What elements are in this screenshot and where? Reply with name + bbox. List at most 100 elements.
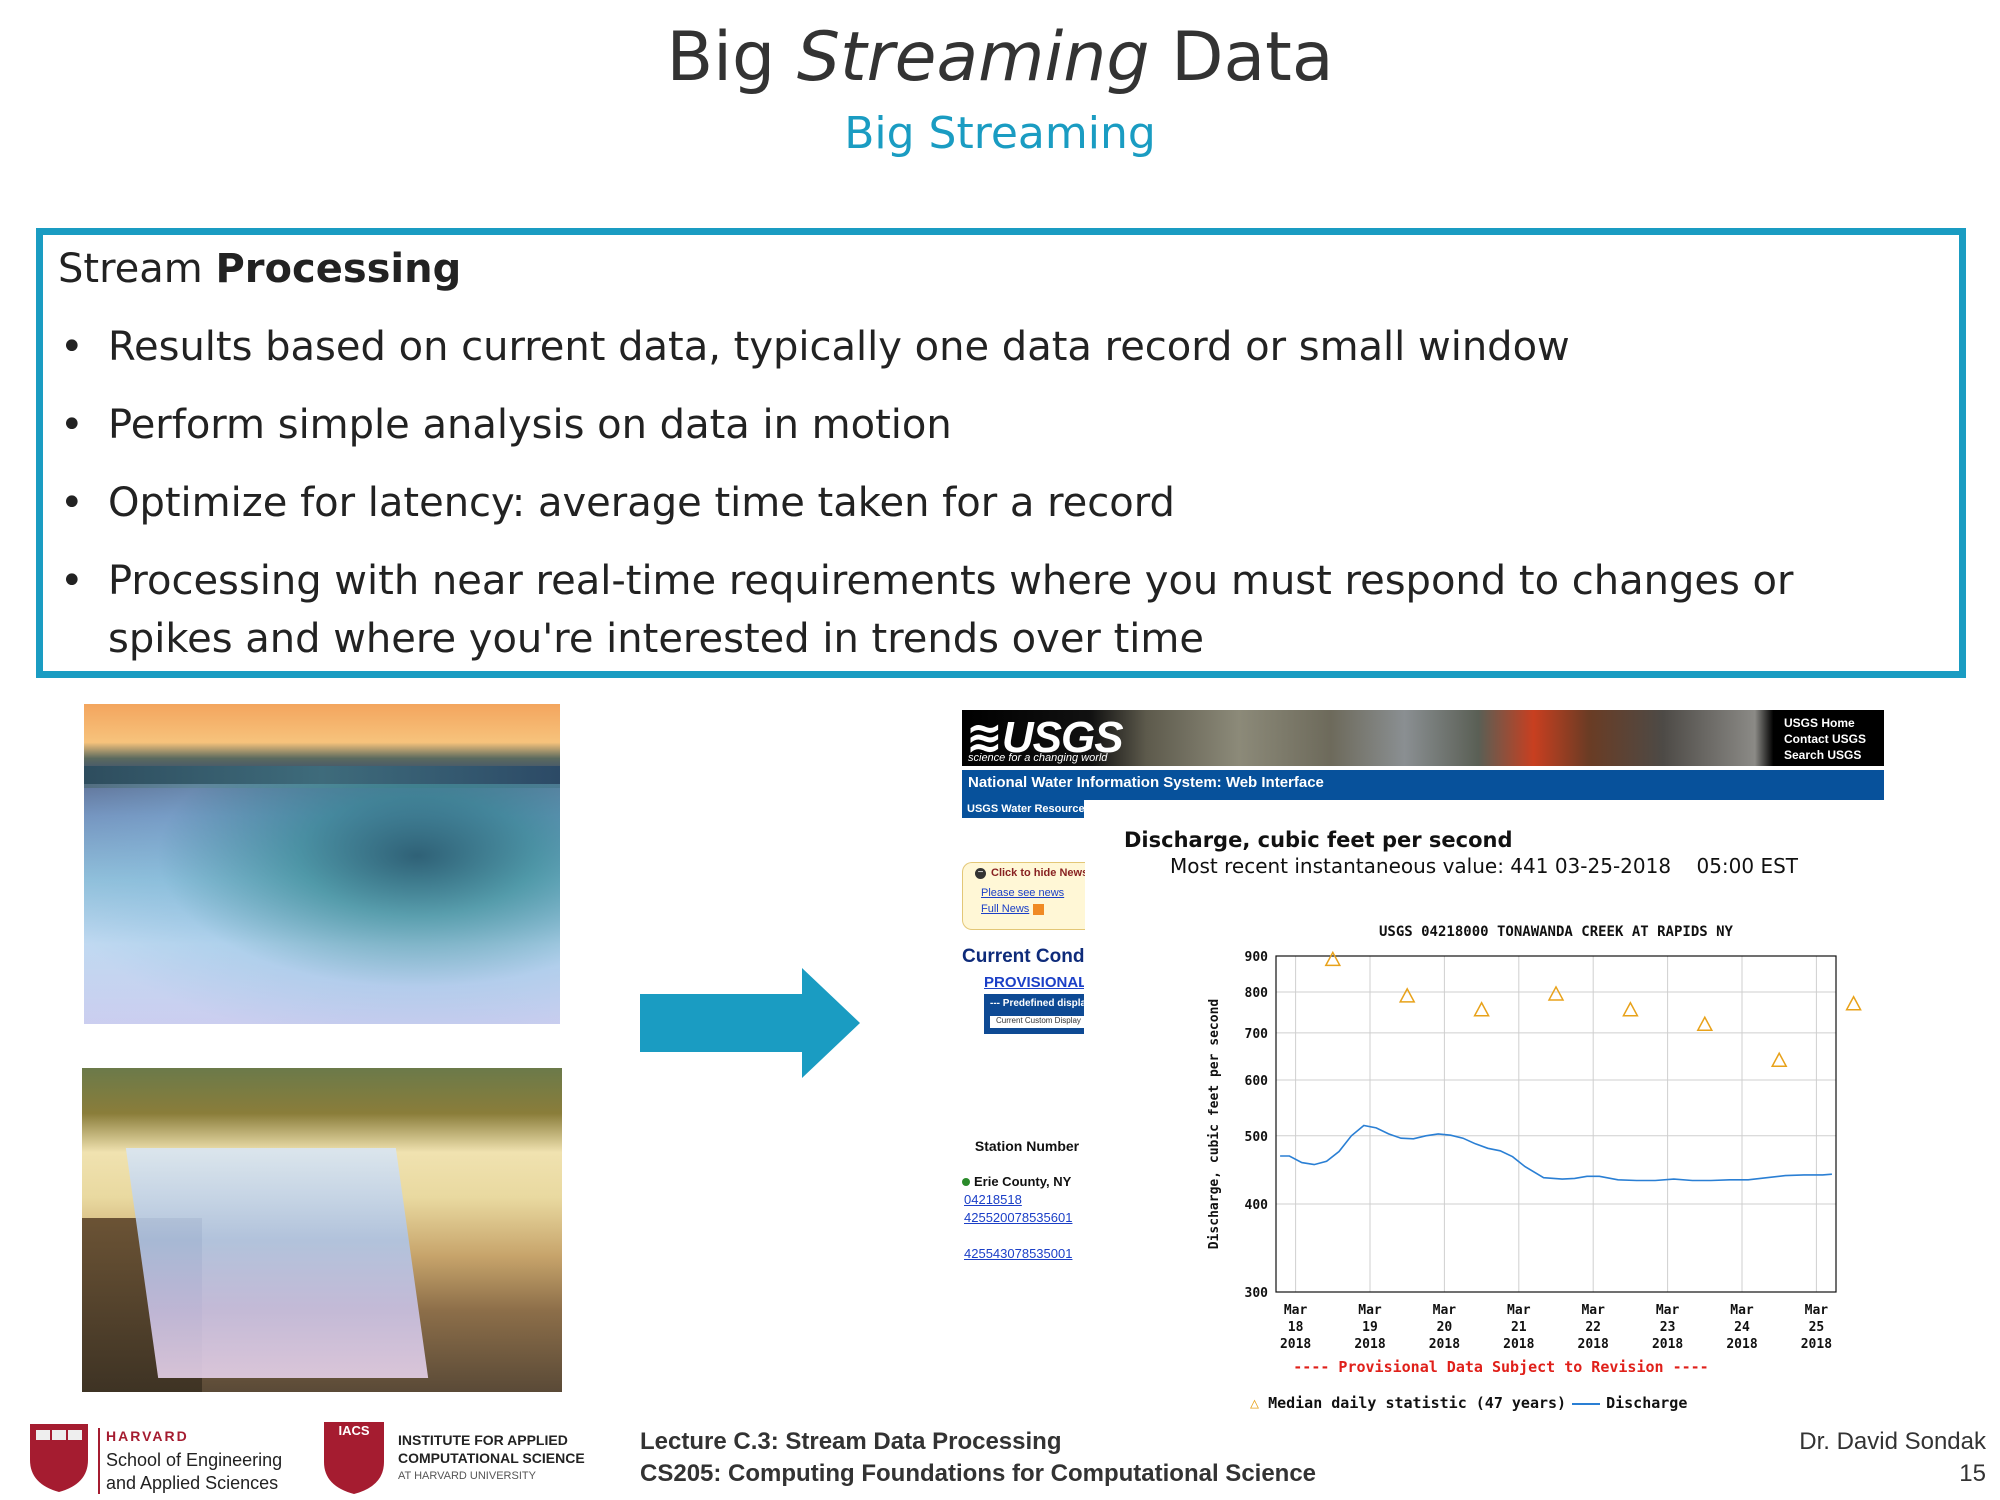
x-tick-label: 2018 bbox=[1354, 1337, 1385, 1352]
full-news-label: Full News bbox=[981, 903, 1030, 915]
x-tick-label: 2018 bbox=[1578, 1337, 1609, 1352]
x-tick-label: 25 bbox=[1809, 1320, 1825, 1335]
discharge-line bbox=[1280, 1124, 1832, 1182]
y-axis-label: Discharge, cubic feet per second bbox=[1207, 999, 1222, 1249]
bullet-dot: • bbox=[60, 402, 84, 448]
discharge-chart: USGS 04218000 TONAWANDA CREEK AT RAPIDS … bbox=[1207, 924, 1862, 1352]
title-part: Data bbox=[1149, 18, 1334, 97]
iacs-badge-text: IACS bbox=[338, 1423, 369, 1438]
title-italic-part: Streaming bbox=[796, 18, 1150, 97]
right-arrow-icon bbox=[640, 968, 860, 1078]
search-usgs-link[interactable]: Search USGS bbox=[1784, 748, 1862, 762]
news-link[interactable]: Please see news bbox=[981, 887, 1065, 899]
triangle-icon: △ bbox=[1250, 1394, 1260, 1412]
bullet-text: Optimize for latency: average time taken… bbox=[108, 480, 1175, 526]
y-tick-label: 600 bbox=[1245, 1074, 1269, 1089]
contact-usgs-link[interactable]: Contact USGS bbox=[1784, 732, 1867, 746]
x-tick-label: 2018 bbox=[1726, 1337, 1757, 1352]
usgs-logo[interactable]: ≋USGS bbox=[966, 713, 1124, 762]
line-icon bbox=[1572, 1402, 1601, 1405]
harvard-divider bbox=[98, 1428, 100, 1494]
y-tick-label: 900 bbox=[1245, 950, 1269, 965]
x-tick-label: 18 bbox=[1288, 1320, 1304, 1335]
slide-title: Big Streaming Data bbox=[0, 18, 2000, 97]
harvard-shield-logo bbox=[30, 1424, 88, 1492]
box-heading-bold: Processing bbox=[215, 246, 462, 292]
median-marker bbox=[1324, 950, 1342, 967]
median-marker bbox=[1473, 1001, 1490, 1017]
x-tick-label: 2018 bbox=[1280, 1337, 1311, 1352]
x-tick-label: Mar bbox=[1284, 1303, 1308, 1318]
x-tick-label: 21 bbox=[1511, 1320, 1527, 1335]
x-tick-label: Mar bbox=[1656, 1303, 1680, 1318]
usgs-home-link[interactable]: USGS Home bbox=[1784, 716, 1855, 730]
full-news-link[interactable]: Full News bbox=[981, 903, 1045, 915]
author-name: Dr. David Sondak bbox=[1799, 1428, 1986, 1455]
x-tick-label: 22 bbox=[1585, 1320, 1601, 1335]
x-tick-label: Mar bbox=[1358, 1303, 1382, 1318]
x-tick-label: 2018 bbox=[1429, 1337, 1460, 1352]
provisional-link[interactable]: PROVISIONAL bbox=[984, 974, 1084, 991]
bullet-text: Processing with near real-time requireme… bbox=[108, 558, 1794, 662]
slide-subtitle: Big Streaming bbox=[844, 108, 1156, 159]
iacs-line-3: AT HARVARD UNIVERSITY bbox=[398, 1470, 536, 1482]
median-marker bbox=[1696, 1015, 1714, 1031]
predefined-displays-select[interactable]: --- Predefined displays Current Custom D… bbox=[984, 994, 1084, 1034]
plot-frame bbox=[1275, 955, 1837, 1293]
median-marker bbox=[1547, 985, 1565, 1001]
green-dot-icon bbox=[962, 1178, 970, 1186]
bullet-item: • Optimize for latency: average time take… bbox=[60, 474, 1920, 532]
custom-display-option[interactable]: Current Custom Display bbox=[990, 1016, 1084, 1028]
county-text: Erie County, NY bbox=[974, 1174, 1072, 1189]
nwis-bar-divider bbox=[962, 796, 1884, 800]
recent-value: Most recent instantaneous value: 441 03-… bbox=[1170, 854, 1799, 878]
chart-heading: Discharge, cubic feet per second bbox=[1124, 828, 1513, 852]
station-link[interactable]: 425520078535601 bbox=[964, 1210, 1073, 1225]
lecture-title: Lecture C.3: Stream Data Processing bbox=[640, 1428, 1062, 1455]
content-box bbox=[36, 228, 1966, 678]
x-tick-label: Mar bbox=[1730, 1303, 1754, 1318]
hide-news-link[interactable]: Click to hide News bbox=[991, 867, 1085, 879]
chart-title: USGS 04218000 TONAWANDA CREEK AT RAPIDS … bbox=[1379, 924, 1734, 940]
x-tick-label: 2018 bbox=[1652, 1337, 1683, 1352]
usgs-tagline: science for a changing world bbox=[968, 752, 1108, 764]
y-tick-label: 800 bbox=[1245, 986, 1269, 1001]
usgs-header-banner bbox=[962, 710, 1884, 766]
box-heading: Stream Processing bbox=[58, 246, 461, 292]
station-link[interactable]: 04218518 bbox=[964, 1192, 1022, 1207]
page-number: 15 bbox=[1959, 1460, 1986, 1487]
seas-line-1: School of Engineering bbox=[106, 1450, 283, 1470]
seas-line-2: and Applied Sciences bbox=[106, 1473, 279, 1493]
bullet-text: Results based on current data, typically… bbox=[108, 324, 1570, 370]
news-panel: − Click to hide News Please see news Ful… bbox=[962, 862, 1085, 930]
y-tick-label: 500 bbox=[1245, 1130, 1269, 1145]
bullet-item: • Results based on current data, typicall… bbox=[60, 318, 1920, 376]
x-tick-label: Mar bbox=[1507, 1303, 1531, 1318]
legend-median-label: Median daily statistic (47 years) bbox=[1268, 1394, 1567, 1412]
x-tick-label: Mar bbox=[1581, 1303, 1605, 1318]
nwis-title: National Water Information System: Web I… bbox=[968, 774, 1324, 791]
chart-legend: △ Median daily statistic (47 years) Disch… bbox=[1250, 1394, 1687, 1412]
bullet-dot: • bbox=[60, 558, 84, 604]
nwis-bar bbox=[962, 770, 1884, 796]
minus-icon[interactable]: − bbox=[975, 868, 986, 879]
iacs-line-2: COMPUTATIONAL SCIENCE bbox=[398, 1450, 585, 1466]
station-link[interactable]: 425543078535001 bbox=[964, 1246, 1073, 1261]
box-heading-plain: Stream bbox=[58, 246, 216, 292]
y-tick-label: 400 bbox=[1245, 1198, 1269, 1213]
title-part: Big bbox=[666, 18, 797, 97]
median-marker bbox=[1398, 987, 1416, 1003]
station-number-header: Station Number bbox=[974, 1138, 1080, 1154]
iacs-shield-logo: IACS bbox=[324, 1422, 384, 1494]
county-label: Erie County, NY bbox=[962, 1174, 1084, 1189]
bullet-dot: • bbox=[60, 480, 84, 526]
water-resources-link[interactable]: USGS Water Resources bbox=[962, 800, 1084, 818]
bullet-item: • Perform simple analysis on data in moti… bbox=[60, 396, 1920, 454]
bullet-item: • Processing with near real-time requirem… bbox=[60, 552, 1920, 668]
x-tick-label: Mar bbox=[1805, 1303, 1829, 1318]
x-tick-label: 20 bbox=[1437, 1320, 1453, 1335]
y-tick-label: 700 bbox=[1245, 1027, 1269, 1042]
x-tick-label: 24 bbox=[1734, 1320, 1750, 1335]
median-marker bbox=[1622, 1001, 1639, 1017]
x-tick-label: Mar bbox=[1433, 1303, 1457, 1318]
